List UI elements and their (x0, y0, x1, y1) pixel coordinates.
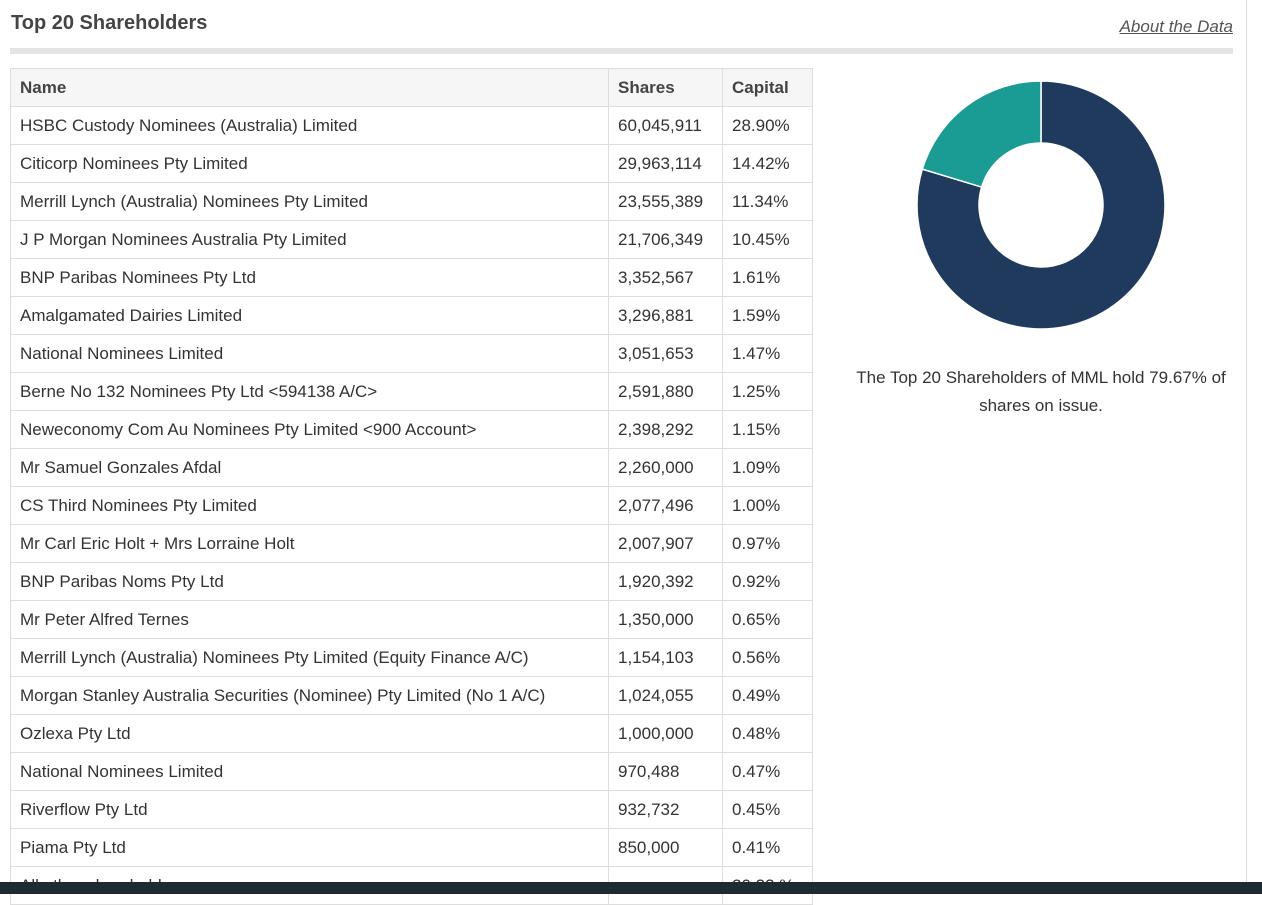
table-row: Mr Peter Alfred Ternes 1,350,000 0.65% (10, 600, 813, 639)
cell-shares: 3,051,653 (608, 334, 723, 373)
shareholders-panel: Top 20 Shareholders About the Data Name … (10, 12, 1233, 905)
cell-shares: 29,963,114 (608, 144, 723, 183)
cell-shares: 3,352,567 (608, 258, 723, 297)
table-row: J P Morgan Nominees Australia Pty Limite… (10, 220, 813, 259)
cell-capital: 0.41% (722, 828, 813, 867)
cell-capital: 0.49% (722, 676, 813, 715)
cell-capital: 0.45% (722, 790, 813, 829)
cell-name: Mr Carl Eric Holt + Mrs Lorraine Holt (10, 524, 609, 563)
cell-shares: 2,260,000 (608, 448, 723, 487)
ownership-summary-text: The Top 20 Shareholders of MML hold 79.6… (856, 368, 1226, 415)
slice-top20 (916, 80, 1166, 330)
table-header-row: Name Shares Capital (10, 68, 813, 107)
cell-name: Piama Pty Ltd (10, 828, 609, 867)
table-row: Merrill Lynch (Australia) Nominees Pty L… (10, 638, 813, 677)
cell-shares: 1,024,055 (608, 676, 723, 715)
cell-name: HSBC Custody Nominees (Australia) Limite… (10, 106, 609, 145)
table-row: Mr Carl Eric Holt + Mrs Lorraine Holt 2,… (10, 524, 813, 563)
cell-name: Morgan Stanley Australia Securities (Nom… (10, 676, 609, 715)
cell-shares: 932,732 (608, 790, 723, 829)
cell-name: Merrill Lynch (Australia) Nominees Pty L… (10, 182, 609, 221)
table-row: Morgan Stanley Australia Securities (Nom… (10, 676, 813, 715)
cell-capital: 0.92% (722, 562, 813, 601)
cell-name: Berne No 132 Nominees Pty Ltd <594138 A/… (10, 372, 609, 411)
cell-capital: 1.09% (722, 448, 813, 487)
cell-shares: 2,007,907 (608, 524, 723, 563)
cell-name: Ozlexa Pty Ltd (10, 714, 609, 753)
cell-name: Mr Samuel Gonzales Afdal (10, 448, 609, 487)
table-row: Riverflow Pty Ltd 932,732 0.45% (10, 790, 813, 829)
bottom-status-bar (0, 882, 1262, 894)
cell-shares: 2,398,292 (608, 410, 723, 449)
cell-shares: 2,591,880 (608, 372, 723, 411)
cell-name: Citicorp Nominees Pty Limited (10, 144, 609, 183)
cell-shares: 3,296,881 (608, 296, 723, 335)
cell-shares: 1,350,000 (608, 600, 723, 639)
cell-capital: 1.00% (722, 486, 813, 525)
page-title: Top 20 Shareholders (11, 12, 208, 34)
cell-capital: 0.48% (722, 714, 813, 753)
ownership-donut-chart (916, 80, 1166, 330)
table-row: Berne No 132 Nominees Pty Ltd <594138 A/… (10, 372, 813, 411)
cell-shares: 2,077,496 (608, 486, 723, 525)
cell-name: National Nominees Limited (10, 334, 609, 373)
table-row: CS Third Nominees Pty Limited 2,077,496 … (10, 486, 813, 525)
column-header-capital: Capital (722, 68, 813, 107)
cell-name: BNP Paribas Nominees Pty Ltd (10, 258, 609, 297)
cell-shares: 850,000 (608, 828, 723, 867)
cell-capital: 10.45% (722, 220, 813, 259)
cell-capital: 1.25% (722, 372, 813, 411)
cell-capital: 0.47% (722, 752, 813, 791)
column-header-name: Name (10, 68, 609, 107)
panel-edge-divider (1246, 0, 1247, 894)
cell-capital: 0.97% (722, 524, 813, 563)
table-row: Mr Samuel Gonzales Afdal 2,260,000 1.09% (10, 448, 813, 487)
cell-capital: 1.15% (722, 410, 813, 449)
cell-shares: 60,045,911 (608, 106, 723, 145)
cell-capital: 1.61% (722, 258, 813, 297)
cell-name: J P Morgan Nominees Australia Pty Limite… (10, 220, 609, 259)
cell-capital: 0.65% (722, 600, 813, 639)
cell-capital: 1.47% (722, 334, 813, 373)
table-row: BNP Paribas Noms Pty Ltd 1,920,392 0.92% (10, 562, 813, 601)
cell-name: Neweconomy Com Au Nominees Pty Limited <… (10, 410, 609, 449)
table-row: Citicorp Nominees Pty Limited 29,963,114… (10, 144, 813, 183)
cell-name: Mr Peter Alfred Ternes (10, 600, 609, 639)
cell-capital: 0.56% (722, 638, 813, 677)
column-header-shares: Shares (608, 68, 723, 107)
table-row: BNP Paribas Nominees Pty Ltd 3,352,567 1… (10, 258, 813, 297)
cell-capital: 1.59% (722, 296, 813, 335)
cell-name: BNP Paribas Noms Pty Ltd (10, 562, 609, 601)
cell-name: CS Third Nominees Pty Limited (10, 486, 609, 525)
cell-name: Amalgamated Dairies Limited (10, 296, 609, 335)
table-row: Merrill Lynch (Australia) Nominees Pty L… (10, 182, 813, 221)
cell-shares: 1,000,000 (608, 714, 723, 753)
table-row: Piama Pty Ltd 850,000 0.41% (10, 828, 813, 867)
cell-shares: 1,920,392 (608, 562, 723, 601)
table-row: Neweconomy Com Au Nominees Pty Limited <… (10, 410, 813, 449)
about-the-data-link[interactable]: About the Data (1119, 17, 1233, 36)
table-row: HSBC Custody Nominees (Australia) Limite… (10, 106, 813, 145)
cell-shares: 21,706,349 (608, 220, 723, 259)
title-divider (10, 48, 1233, 54)
cell-capital: 28.90% (722, 106, 813, 145)
table-row: Amalgamated Dairies Limited 3,296,881 1.… (10, 296, 813, 335)
cell-shares: 1,154,103 (608, 638, 723, 677)
table-row: National Nominees Limited 970,488 0.47% (10, 752, 813, 791)
cell-shares: 970,488 (608, 752, 723, 791)
cell-name: National Nominees Limited (10, 752, 609, 791)
table-row: Ozlexa Pty Ltd 1,000,000 0.48% (10, 714, 813, 753)
cell-capital: 11.34% (722, 182, 813, 221)
cell-capital: 14.42% (722, 144, 813, 183)
cell-name: Riverflow Pty Ltd (10, 790, 609, 829)
table-row: National Nominees Limited 3,051,653 1.47… (10, 334, 813, 373)
cell-shares: 23,555,389 (608, 182, 723, 221)
shareholders-table: Name Shares Capital HSBC Custody Nominee… (10, 68, 813, 905)
slice-all-others (921, 80, 1042, 189)
cell-name: Merrill Lynch (Australia) Nominees Pty L… (10, 638, 609, 677)
